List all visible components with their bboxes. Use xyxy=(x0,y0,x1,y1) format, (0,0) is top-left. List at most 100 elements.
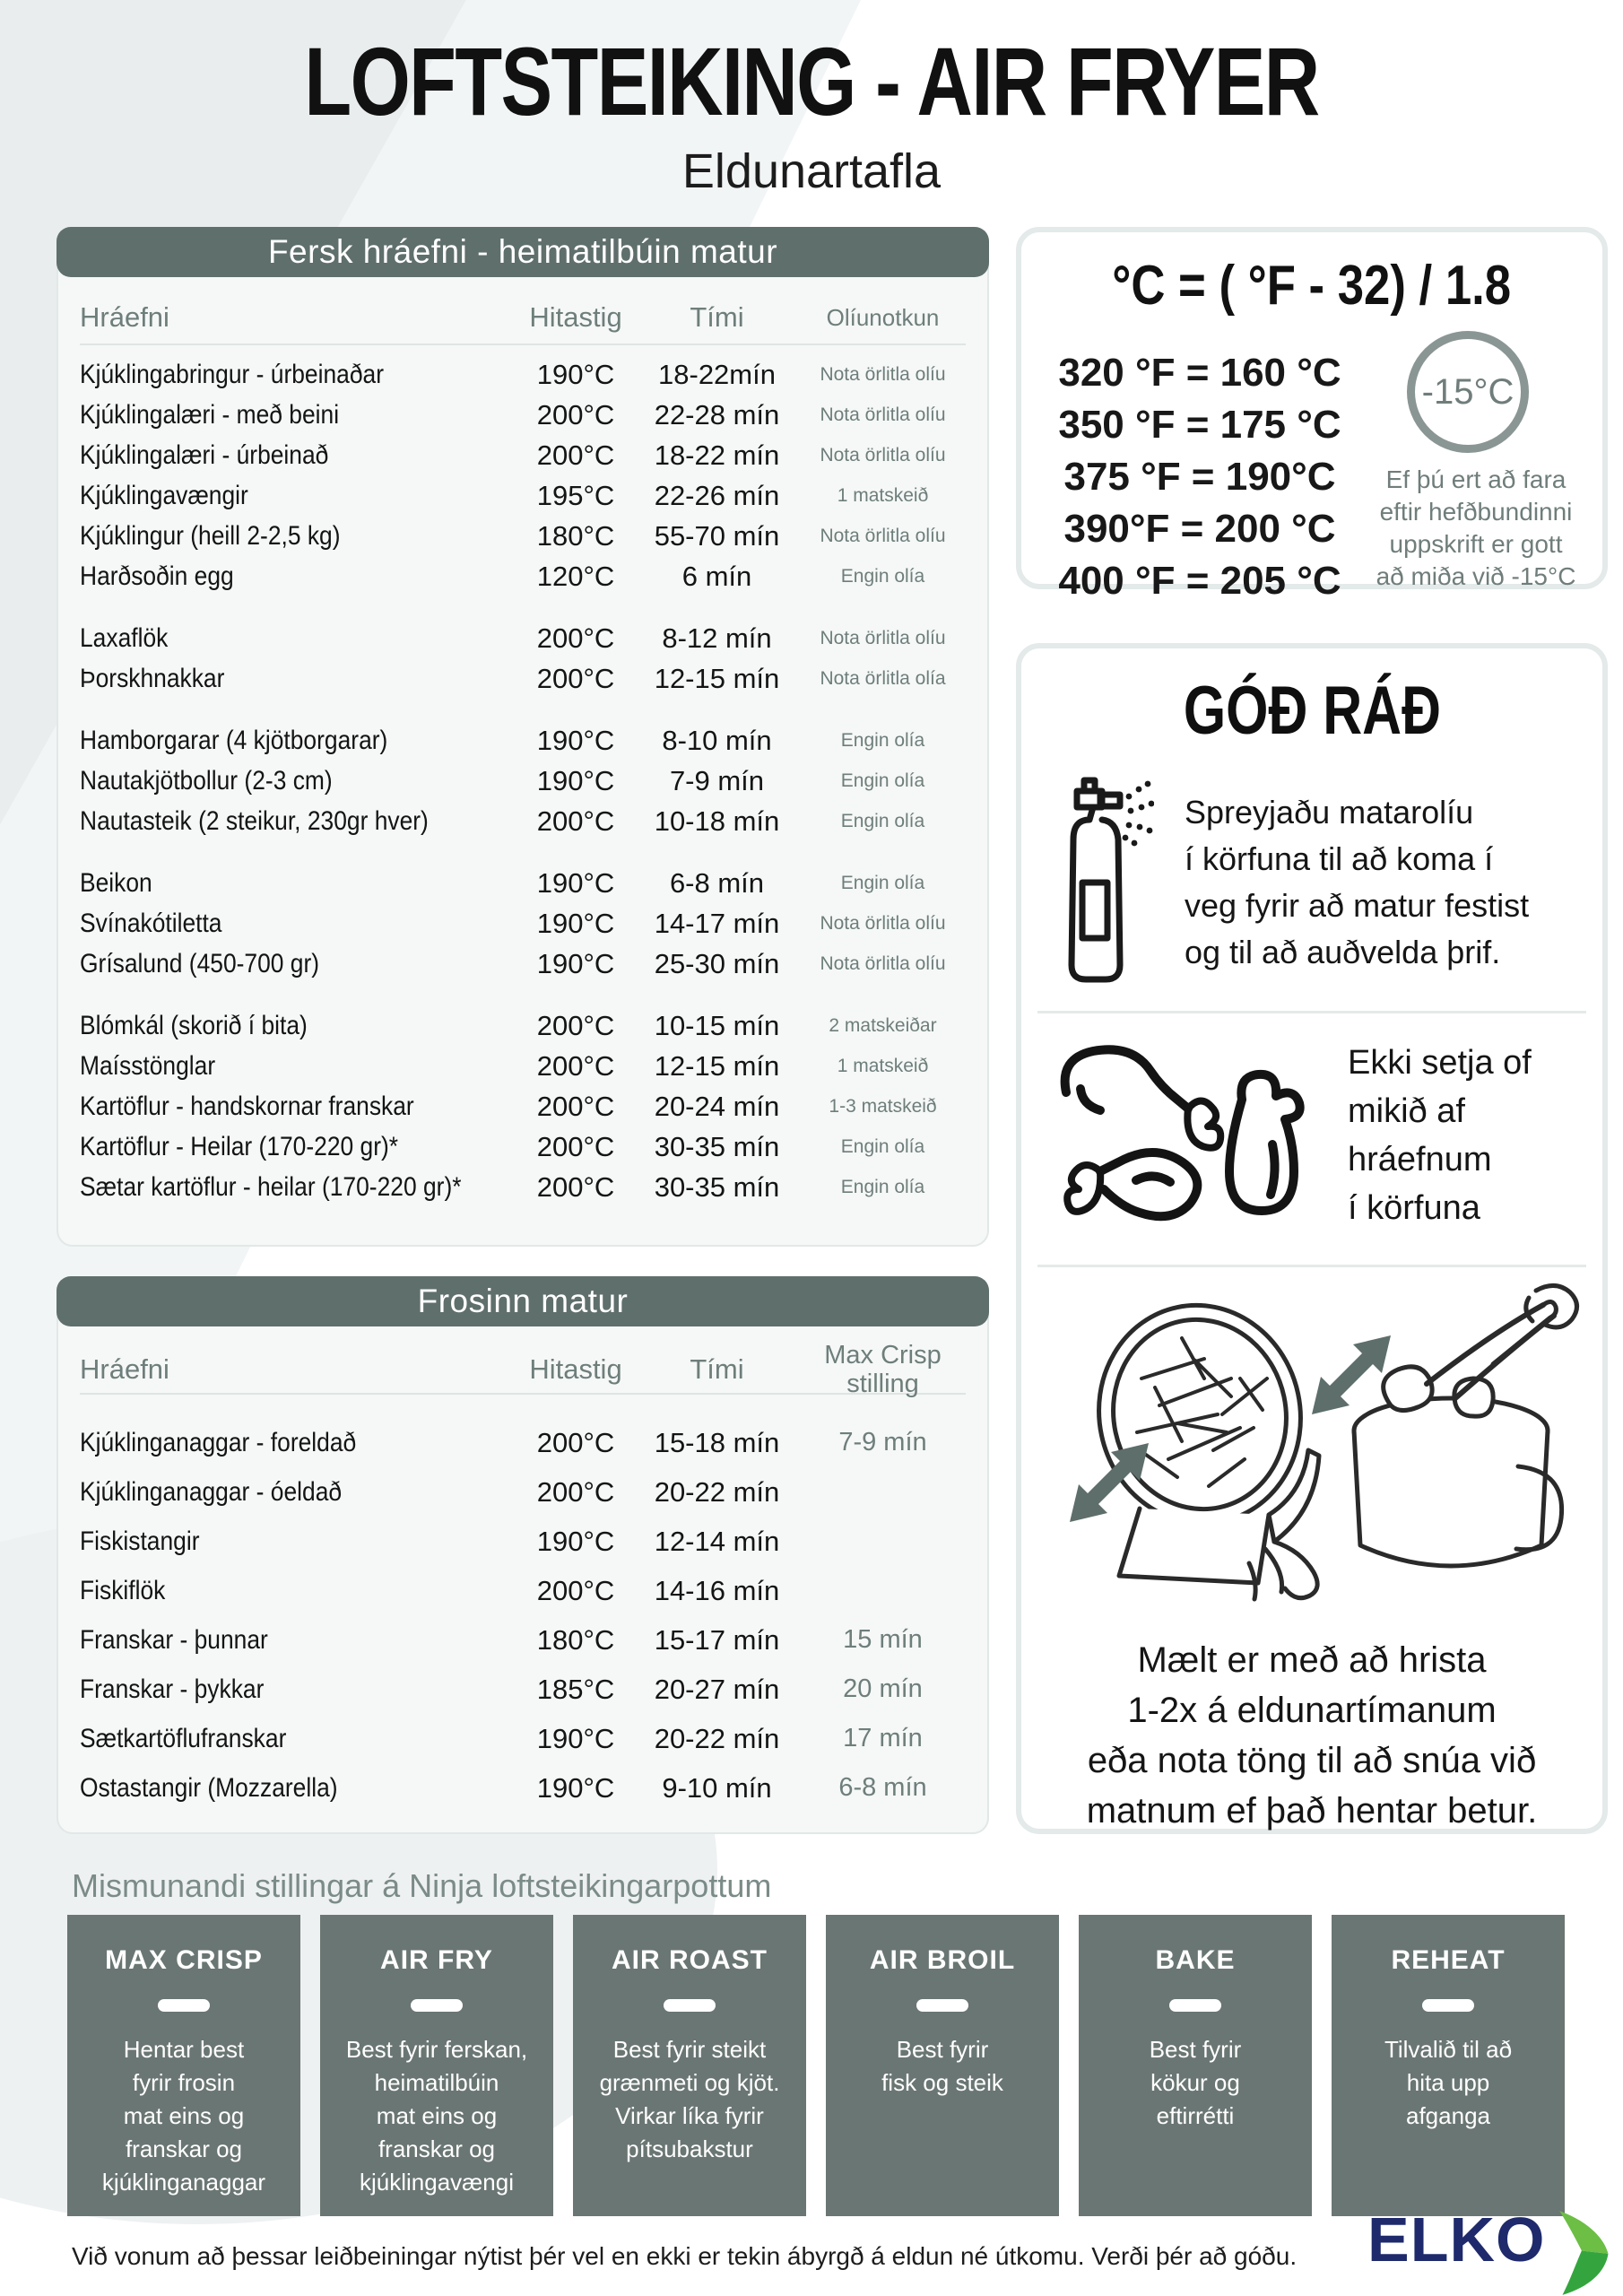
oil-usage-value: Nota örlitla olíu xyxy=(820,404,946,425)
mode-box-bake: BAKE Best fyrir kökur og eftirrétti xyxy=(1079,1915,1312,2216)
mode-name: AIR FRY xyxy=(380,1945,493,1975)
col-header-maxcrisp: Max Crisp stilling xyxy=(824,1341,942,1398)
tip-shake-text: Mælt er með að hrista 1-2x á eldunartíma… xyxy=(1086,1640,1538,1831)
time-value: 22-28 mín xyxy=(654,398,780,430)
table-row: Kjúklinganaggar - óeldað 200°C 20-22 mín xyxy=(58,1467,987,1517)
time-value: 14-17 mín xyxy=(654,907,780,939)
elko-logo-text: ELKO xyxy=(1367,2205,1546,2274)
temperature-value: 200°C xyxy=(536,662,615,694)
oil-usage-value: Engin olía xyxy=(840,729,925,751)
oil-usage-value: 1 matskeið xyxy=(837,484,929,506)
oil-usage-value: Nota örlitla olíu xyxy=(820,627,946,648)
elko-logo-leaf-icon xyxy=(1552,2208,1619,2296)
table-row: Franskar - þykkar 185°C 20-27 mín 20 mín xyxy=(58,1665,987,1714)
table-row: Sætkartöflufranskar 190°C 20-22 mín 17 mín xyxy=(58,1714,987,1763)
table-row: Fiskiflök 200°C 14-16 mín xyxy=(58,1566,987,1615)
group-gap xyxy=(58,841,987,863)
max-crisp-value: 7-9 mín xyxy=(838,1428,927,1457)
header-divider xyxy=(80,344,966,345)
col-header-temp: Hitastig xyxy=(529,301,622,333)
ingredient-name: Fiskistangir xyxy=(80,1526,200,1556)
temperature-value: 200°C xyxy=(536,804,615,837)
time-value: 25-30 mín xyxy=(654,947,780,979)
time-value: 7-9 mín xyxy=(669,764,765,796)
oil-usage-value: Engin olía xyxy=(840,872,925,893)
header-divider xyxy=(80,1393,966,1395)
table-row: Svínakótiletta 190°C 14-17 mín Nota örlitla… xyxy=(58,903,987,944)
frozen-table-column-headers: Hráefni Hitastig Tími Max Crisp stilling xyxy=(58,1341,987,1398)
table-row: Laxaflök 200°C 8-12 mín Nota örlitla olíu xyxy=(58,618,987,658)
elko-logo: ELKO xyxy=(1367,2208,1619,2296)
temperature-value: 200°C xyxy=(536,1090,615,1122)
table-row: Harðsoðin egg 120°C 6 mín Engin olía xyxy=(58,556,987,596)
ingredient-name: Kjúklinganaggar - óeldað xyxy=(80,1476,343,1507)
frozen-table-header: Frosinn matur xyxy=(56,1276,989,1326)
temperature-value: 200°C xyxy=(536,1426,615,1458)
ingredient-name: Kjúklingur (heill 2-2,5 kg) xyxy=(80,520,341,551)
oil-usage-value: Nota örlitla olíu xyxy=(820,525,946,546)
ingredient-name: Blómkál (skorið í bita) xyxy=(80,1010,308,1040)
table-row: Kjúklingalæri - úrbeinað 200°C 18-22 mín No… xyxy=(58,435,987,475)
oil-usage-value: Engin olía xyxy=(840,1176,925,1197)
time-value: 15-17 mín xyxy=(654,1623,780,1656)
oil-usage-value: Nota örlitla olíu xyxy=(820,444,946,465)
group-gap xyxy=(58,699,987,720)
temperature-value: 190°C xyxy=(536,724,615,756)
col-header-time: Tími xyxy=(690,301,744,333)
mode-box-air-fry: AIR FRY Best fyrir ferskan, heimatilbúin … xyxy=(320,1915,553,2216)
mode-dash-icon xyxy=(664,1999,716,2012)
mode-description: Tilvalið til að hita upp afganga xyxy=(1384,2036,1513,2129)
mode-description: Best fyrir fisk og steik xyxy=(881,2036,1003,2096)
temperature-value: 200°C xyxy=(536,1130,615,1162)
time-value: 8-12 mín xyxy=(662,622,772,654)
max-crisp-value: 15 mín xyxy=(843,1625,923,1654)
temperature-value: 190°C xyxy=(536,1771,615,1804)
chicken-drumsticks-icon xyxy=(1046,1037,1315,1234)
conversion-row: 350 °F = 175 °C xyxy=(1058,403,1341,447)
time-value: 20-24 mín xyxy=(654,1090,780,1122)
table-row: Kjúklinganaggar - foreldað 200°C 15-18 mín… xyxy=(58,1418,987,1467)
table-row: Hamborgarar (4 kjötborgarar) 190°C 8-10 mí… xyxy=(58,720,987,761)
max-crisp-value: 20 mín xyxy=(843,1674,923,1703)
time-value: 15-18 mín xyxy=(654,1426,780,1458)
conversion-row: 400 °F = 205 °C xyxy=(1058,559,1341,603)
ingredient-name: Kjúklingalæri - með beini xyxy=(80,399,340,430)
mode-dash-icon xyxy=(158,1999,210,2012)
ingredient-name: Harðsoðin egg xyxy=(80,561,234,591)
tip-divider xyxy=(1037,1265,1586,1267)
table-row: Nautasteik (2 steikur, 230gr hver) 200°C 1… xyxy=(58,801,987,841)
table-row: Kartöflur - handskornar franskar 200°C 20-… xyxy=(58,1086,987,1126)
mode-description: Best fyrir steikt grænmeti og kjöt. Virk… xyxy=(599,2036,780,2162)
temperature-value: 200°C xyxy=(536,1049,615,1082)
page-title: LOFTSTEIKING - AIR FRYER xyxy=(304,27,1320,135)
conversion-row: 375 °F = 190°C xyxy=(1063,455,1336,499)
table-row: Kjúklingur (heill 2-2,5 kg) 180°C 55-70 mí… xyxy=(58,516,987,556)
oil-usage-value: 2 matskeiðar xyxy=(829,1014,937,1036)
ingredient-name: Fiskiflök xyxy=(80,1575,166,1605)
minus-15-badge: -15°C xyxy=(1407,331,1529,453)
mode-name: BAKE xyxy=(1155,1945,1236,1975)
tips-card: GÓÐ RÁÐ xyxy=(1016,643,1608,1834)
time-value: 10-18 mín xyxy=(654,804,780,837)
ingredient-name: Sætar kartöflur - heilar (170-220 gr)* xyxy=(80,1171,462,1202)
col-header-ingredient: Hráefni xyxy=(80,1353,169,1385)
ingredient-name: Nautakjötbollur (2-3 cm) xyxy=(80,765,333,796)
conversion-row: 390°F = 200 °C xyxy=(1063,507,1336,551)
max-crisp-value: 6-8 mín xyxy=(838,1773,927,1802)
mode-dash-icon xyxy=(916,1999,968,2012)
frozen-table-rows: Kjúklinganaggar - foreldað 200°C 15-18 mín… xyxy=(58,1395,987,1813)
ingredient-name: Svínakótiletta xyxy=(80,908,222,938)
table-row: Þorskhnakkar 200°C 12-15 mín Nota örlitla o… xyxy=(58,658,987,699)
conversion-row: 320 °F = 160 °C xyxy=(1058,351,1341,395)
ingredient-name: Hamborgarar (4 kjötborgarar) xyxy=(80,725,388,755)
conversion-note: Ef þú ert að fara eftir hefðbundinni upp… xyxy=(1376,465,1576,590)
table-row: Maísstönglar 200°C 12-15 mín 1 matskeið xyxy=(58,1046,987,1086)
tip-spray-oil-text: Spreyjaðu matarolíu í körfuna til að kom… xyxy=(1185,793,1530,970)
time-value: 14-16 mín xyxy=(654,1574,780,1606)
oil-usage-value: Engin olía xyxy=(840,810,925,831)
temperature-value: 190°C xyxy=(536,866,615,899)
col-header-oil: Olíunotkun xyxy=(826,303,940,331)
oil-usage-value: Nota örlitla olíu xyxy=(820,952,946,974)
time-value: 10-15 mín xyxy=(654,1009,780,1041)
